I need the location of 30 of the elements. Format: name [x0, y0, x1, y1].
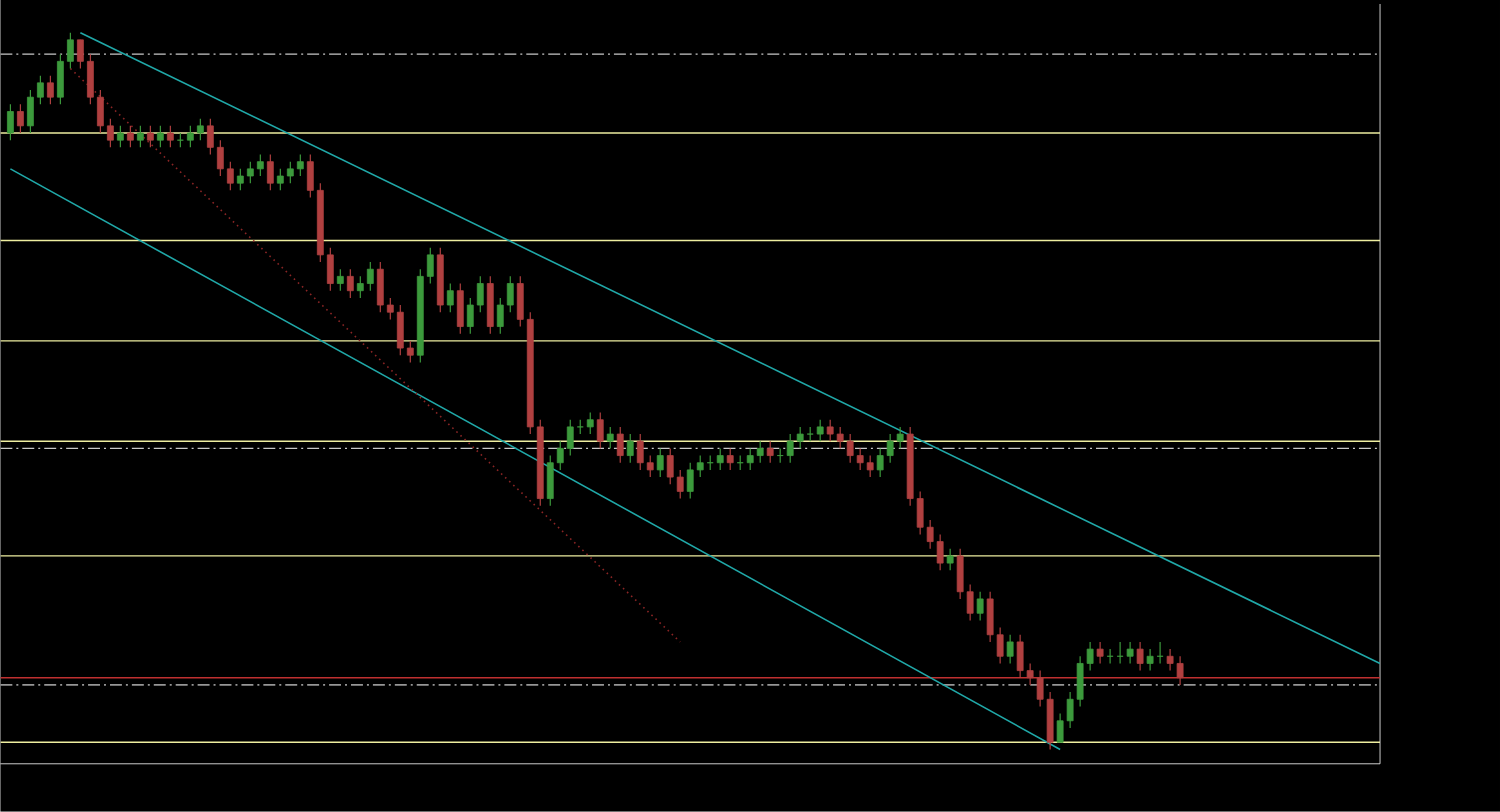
- candlestick: [606, 426, 614, 450]
- candlestick: [7, 103, 14, 141]
- candlestick: [1136, 641, 1144, 672]
- candlestick: [656, 447, 664, 478]
- candlestick: [266, 154, 274, 192]
- candlestick: [726, 447, 734, 471]
- candlestick: [1006, 634, 1014, 665]
- candlestick: [486, 275, 494, 335]
- candlestick: [116, 125, 124, 149]
- candlestick: [626, 433, 634, 464]
- candlestick: [156, 125, 164, 149]
- candlestick: [136, 125, 144, 149]
- candlestick: [336, 268, 344, 292]
- candlestick: [816, 419, 824, 442]
- candlestick: [976, 591, 984, 622]
- candlestick: [126, 125, 134, 149]
- candlestick: [716, 447, 724, 471]
- candlestick: [1096, 641, 1104, 665]
- candlestick: [17, 103, 24, 134]
- candlestick: [766, 440, 774, 464]
- candlestick: [456, 283, 464, 335]
- candlestick: [46, 75, 54, 106]
- candlestick: [616, 426, 624, 464]
- candlestick: [346, 268, 354, 299]
- candlestick: [586, 412, 594, 435]
- candlestick: [146, 125, 154, 149]
- candlestick: [166, 125, 174, 149]
- candlestick: [596, 412, 604, 450]
- candlestick: [946, 548, 954, 571]
- candlestick: [446, 283, 454, 313]
